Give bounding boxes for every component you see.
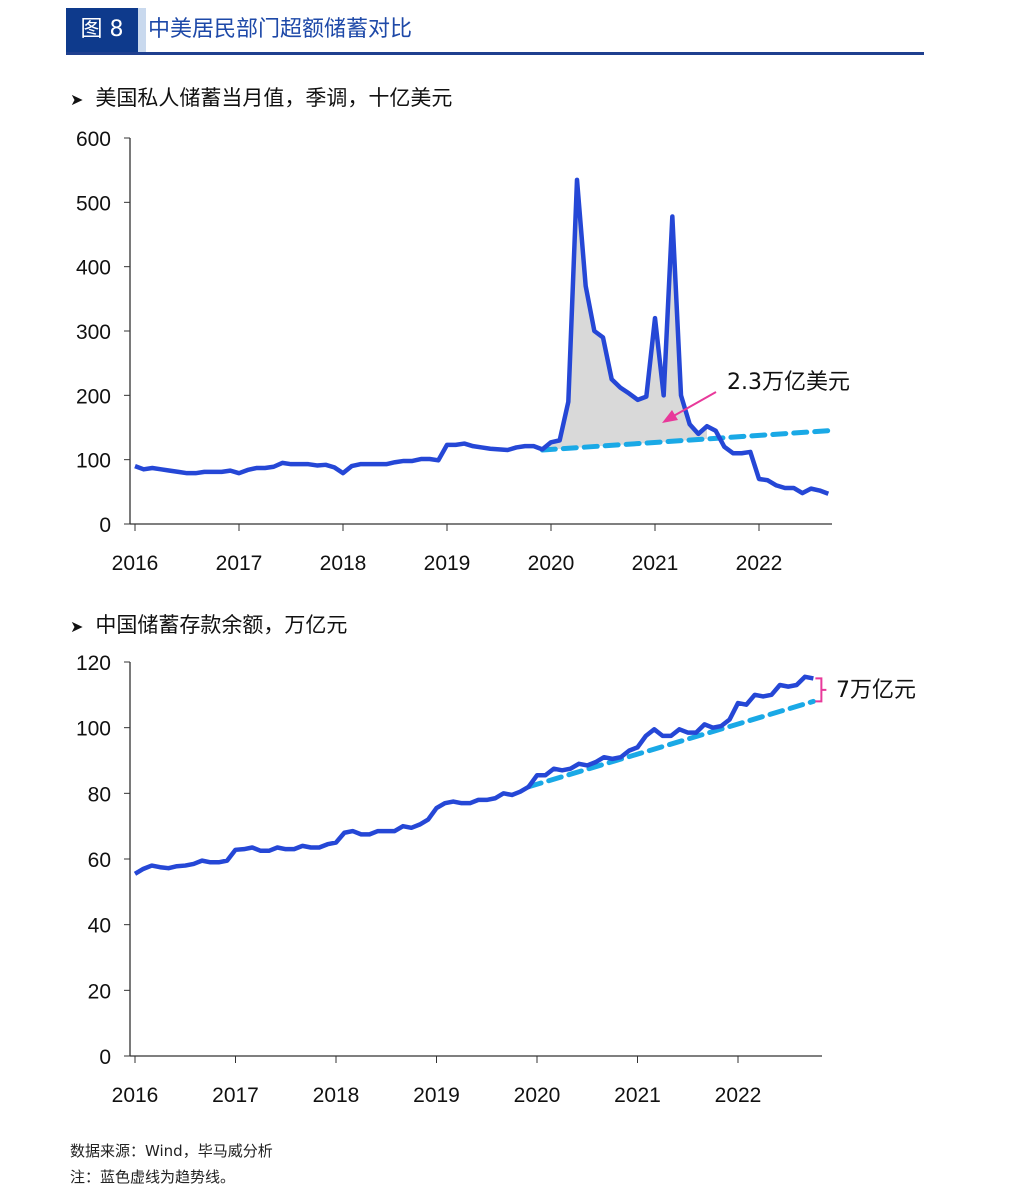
y-tick-label: 200 (76, 385, 111, 408)
y-tick-label: 500 (76, 192, 111, 215)
source-note: 数据来源：Wind，毕马威分析 (70, 1142, 273, 1160)
y-tick-label: 0 (99, 514, 111, 537)
chart2-title-text: 中国储蓄存款余额，万亿元 (95, 613, 348, 637)
chart1-title: ➤ 美国私人储蓄当月值，季调，十亿美元 (70, 82, 452, 112)
figure-title: 中美居民部门超额储蓄对比 (148, 17, 413, 42)
x-tick-label: 2019 (424, 552, 471, 575)
x-tick-label: 2020 (514, 1084, 561, 1107)
y-tick-label: 400 (76, 257, 111, 280)
x-tick-label: 2022 (736, 552, 783, 575)
figure-header: 图 8 中美居民部门超额储蓄对比 (66, 8, 924, 55)
y-tick-label: 60 (88, 849, 111, 872)
x-tick-label: 2017 (216, 552, 263, 575)
annotation-arrowhead (662, 410, 678, 423)
x-tick-label: 2020 (528, 552, 575, 575)
y-tick-label: 100 (76, 450, 111, 473)
y-tick-label: 300 (76, 321, 111, 344)
x-tick-label: 2019 (413, 1084, 460, 1107)
y-tick-label: 0 (99, 1046, 111, 1069)
header-accent (138, 8, 146, 52)
actual-series-line (134, 177, 830, 496)
x-tick-label: 2021 (632, 552, 679, 575)
x-tick-label: 2016 (112, 1084, 159, 1107)
y-tick-label: 120 (76, 652, 111, 675)
x-tick-label: 2018 (313, 1084, 360, 1107)
x-tick-label: 2017 (212, 1084, 259, 1107)
y-tick-label: 80 (88, 783, 111, 806)
gap-bracket (815, 677, 827, 703)
trend-note: 注：蓝色虚线为趋势线。 (70, 1168, 236, 1186)
annotation-label: 2.3万亿美元 (727, 370, 850, 395)
annotation-label: 7万亿元 (836, 678, 916, 703)
trend-line (526, 698, 816, 790)
x-tick-label: 2022 (715, 1084, 762, 1107)
arrow-bullet-icon: ➤ (70, 617, 84, 636)
x-tick-label: 2018 (320, 552, 367, 575)
y-tick-label: 20 (88, 980, 111, 1003)
annotation-arrow (669, 391, 717, 419)
chart2-title: ➤ 中国储蓄存款余额，万亿元 (70, 609, 347, 639)
y-tick-label: 600 (76, 128, 111, 151)
trend-line (539, 428, 831, 453)
arrow-bullet-icon: ➤ (70, 90, 84, 109)
figure-label: 图 8 (66, 8, 138, 52)
y-tick-label: 40 (88, 915, 111, 938)
x-tick-label: 2021 (614, 1084, 661, 1107)
actual-series-line (133, 674, 814, 876)
y-tick-label: 100 (76, 718, 111, 741)
chart1-title-text: 美国私人储蓄当月值，季调，十亿美元 (95, 86, 453, 110)
x-tick-label: 2016 (112, 552, 159, 575)
